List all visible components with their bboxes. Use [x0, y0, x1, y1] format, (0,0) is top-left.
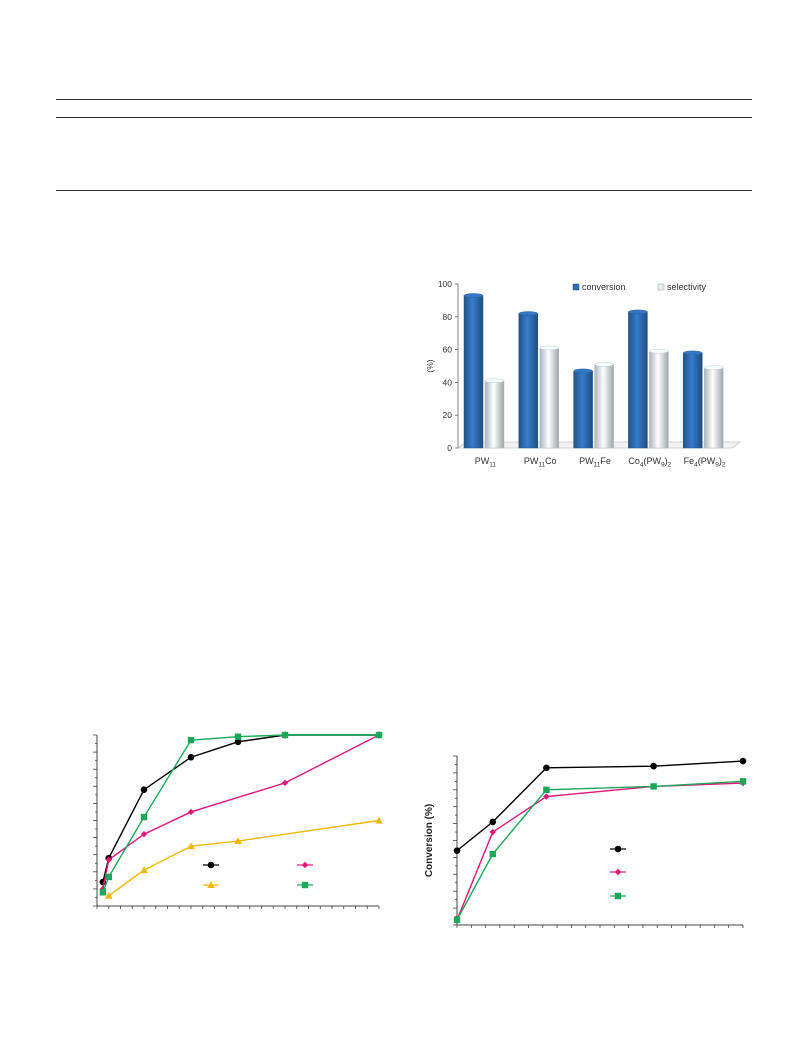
- bar-chart-y-axis-label: (%): [425, 359, 435, 372]
- legend-series-1-marker: [207, 861, 215, 869]
- line-chart-left: [93, 731, 383, 909]
- series-2-point: [281, 779, 289, 787]
- series-4-point: [187, 736, 195, 744]
- series-2-line: [102, 734, 380, 890]
- series-4-point: [140, 813, 148, 821]
- bar-conversion-front: [518, 313, 539, 449]
- bar-selectivity-top: [704, 365, 724, 370]
- legend-selectivity-swatch: [657, 283, 665, 291]
- bar-conversion-front: [463, 295, 484, 449]
- legend-series-3-marker: [614, 892, 622, 900]
- bar-selectivity-top: [484, 378, 505, 383]
- series-4-point: [105, 873, 112, 881]
- series-1-point: [187, 753, 195, 761]
- top-rule: [56, 99, 752, 100]
- bar-conversion-front: [628, 311, 648, 449]
- series-4-point: [234, 733, 242, 740]
- legend-series-1-marker: [614, 845, 622, 853]
- series-1-point: [234, 738, 242, 746]
- series-3-point: [543, 786, 550, 793]
- bottom-rule: [56, 190, 752, 191]
- bar-conversion: [573, 368, 593, 449]
- bar-conversion-top: [683, 350, 703, 356]
- series-2-point: [187, 808, 195, 816]
- bar-selectivity-top: [539, 345, 560, 351]
- bar-chart-x-tick-label: PW11Co: [524, 456, 557, 469]
- legend-conversion-label: conversion: [582, 282, 626, 292]
- bar-selectivity-front: [649, 350, 669, 449]
- bar-selectivity-front: [484, 380, 505, 449]
- bar-conversion: [682, 350, 703, 449]
- series-3-point: [104, 891, 113, 899]
- line-chart-right: Conversion (%): [424, 755, 747, 928]
- bar-conversion-top: [628, 309, 648, 315]
- bar-selectivity: [594, 362, 614, 449]
- bar-chart-panel: 0 20 40 60 80 100 (%) PW11 PW11Co PW11Fe Co4(PW9)2…: [410, 270, 750, 475]
- bar-chart-y-tick-label: 60: [443, 345, 453, 355]
- bar-selectivity-front: [594, 364, 614, 449]
- series-3-point: [375, 816, 383, 824]
- bar-selectivity-top: [649, 349, 669, 354]
- bar-chart-y-tick-label: 80: [443, 312, 453, 322]
- bar-selectivity: [703, 365, 724, 449]
- series-3-point: [140, 866, 148, 874]
- series-1-line: [456, 760, 744, 852]
- legend-series-2-marker: [614, 868, 622, 876]
- bar-conversion-top: [463, 293, 484, 298]
- series-4-point: [281, 731, 289, 739]
- series-3-point: [453, 916, 461, 924]
- series-1-point: [489, 818, 497, 826]
- series-3-point: [187, 842, 195, 850]
- bar-chart-y-tick-label: 20: [443, 410, 453, 420]
- legend-selectivity-label: selectivity: [667, 282, 707, 292]
- series-1-point: [453, 847, 461, 854]
- line-chart-right-panel: Conversion (%): [420, 745, 755, 935]
- series-1-line: [102, 734, 379, 883]
- bar-chart-y-tick-label: 40: [443, 377, 453, 387]
- series-1-point: [140, 786, 148, 794]
- series-3-point: [739, 778, 747, 785]
- bar-chart-x-tick-label: PW11: [475, 456, 497, 469]
- legend-series-3-marker: [207, 881, 215, 888]
- bar-chart-y-tick-label: 100: [438, 279, 452, 289]
- bar-conversion-top: [573, 368, 593, 374]
- legend-conversion-swatch: [572, 283, 580, 291]
- middle-rule: [56, 117, 752, 118]
- series-3-point: [234, 837, 242, 845]
- legend-series-2-marker: [301, 861, 309, 869]
- bar-selectivity-front: [703, 367, 724, 449]
- y-axis-label: Conversion (%): [424, 804, 435, 877]
- series-3-line: [456, 780, 744, 921]
- bar-chart-x-tick-label: Co4(PW9)2: [628, 456, 671, 469]
- bar-selectivity: [539, 345, 560, 449]
- series-2-line: [456, 782, 744, 921]
- bar-chart-x-tick-label: PW11Fe: [579, 456, 611, 469]
- series-3-point: [650, 783, 657, 790]
- bar-conversion: [518, 311, 539, 449]
- bar-selectivity: [484, 378, 505, 449]
- line-chart-left-panel: [85, 725, 395, 915]
- bar-selectivity-top: [594, 362, 614, 367]
- series-1-point: [739, 757, 747, 765]
- bar-chart-y-tick-label: 0: [447, 443, 452, 453]
- bar-conversion-front: [682, 352, 703, 449]
- bar-conversion: [463, 293, 484, 449]
- bar-chart: 0 20 40 60 80 100 (%) PW11 PW11Co PW11Fe Co4(PW9)2…: [425, 279, 742, 469]
- bar-selectivity: [649, 349, 669, 449]
- series-2-point: [543, 793, 550, 800]
- bar-selectivity-front: [539, 347, 560, 449]
- bar-conversion: [628, 309, 648, 449]
- series-4-point: [375, 731, 383, 739]
- bar-conversion-front: [573, 370, 593, 449]
- bar-conversion-top: [518, 311, 539, 316]
- legend-series-4-marker: [301, 881, 309, 889]
- series-4-point: [99, 889, 107, 896]
- series-3-point: [489, 850, 496, 858]
- series-1-point: [543, 764, 550, 772]
- bar-chart-x-tick-label: Fe4(PW9)2: [684, 456, 726, 469]
- series-1-point: [650, 762, 657, 770]
